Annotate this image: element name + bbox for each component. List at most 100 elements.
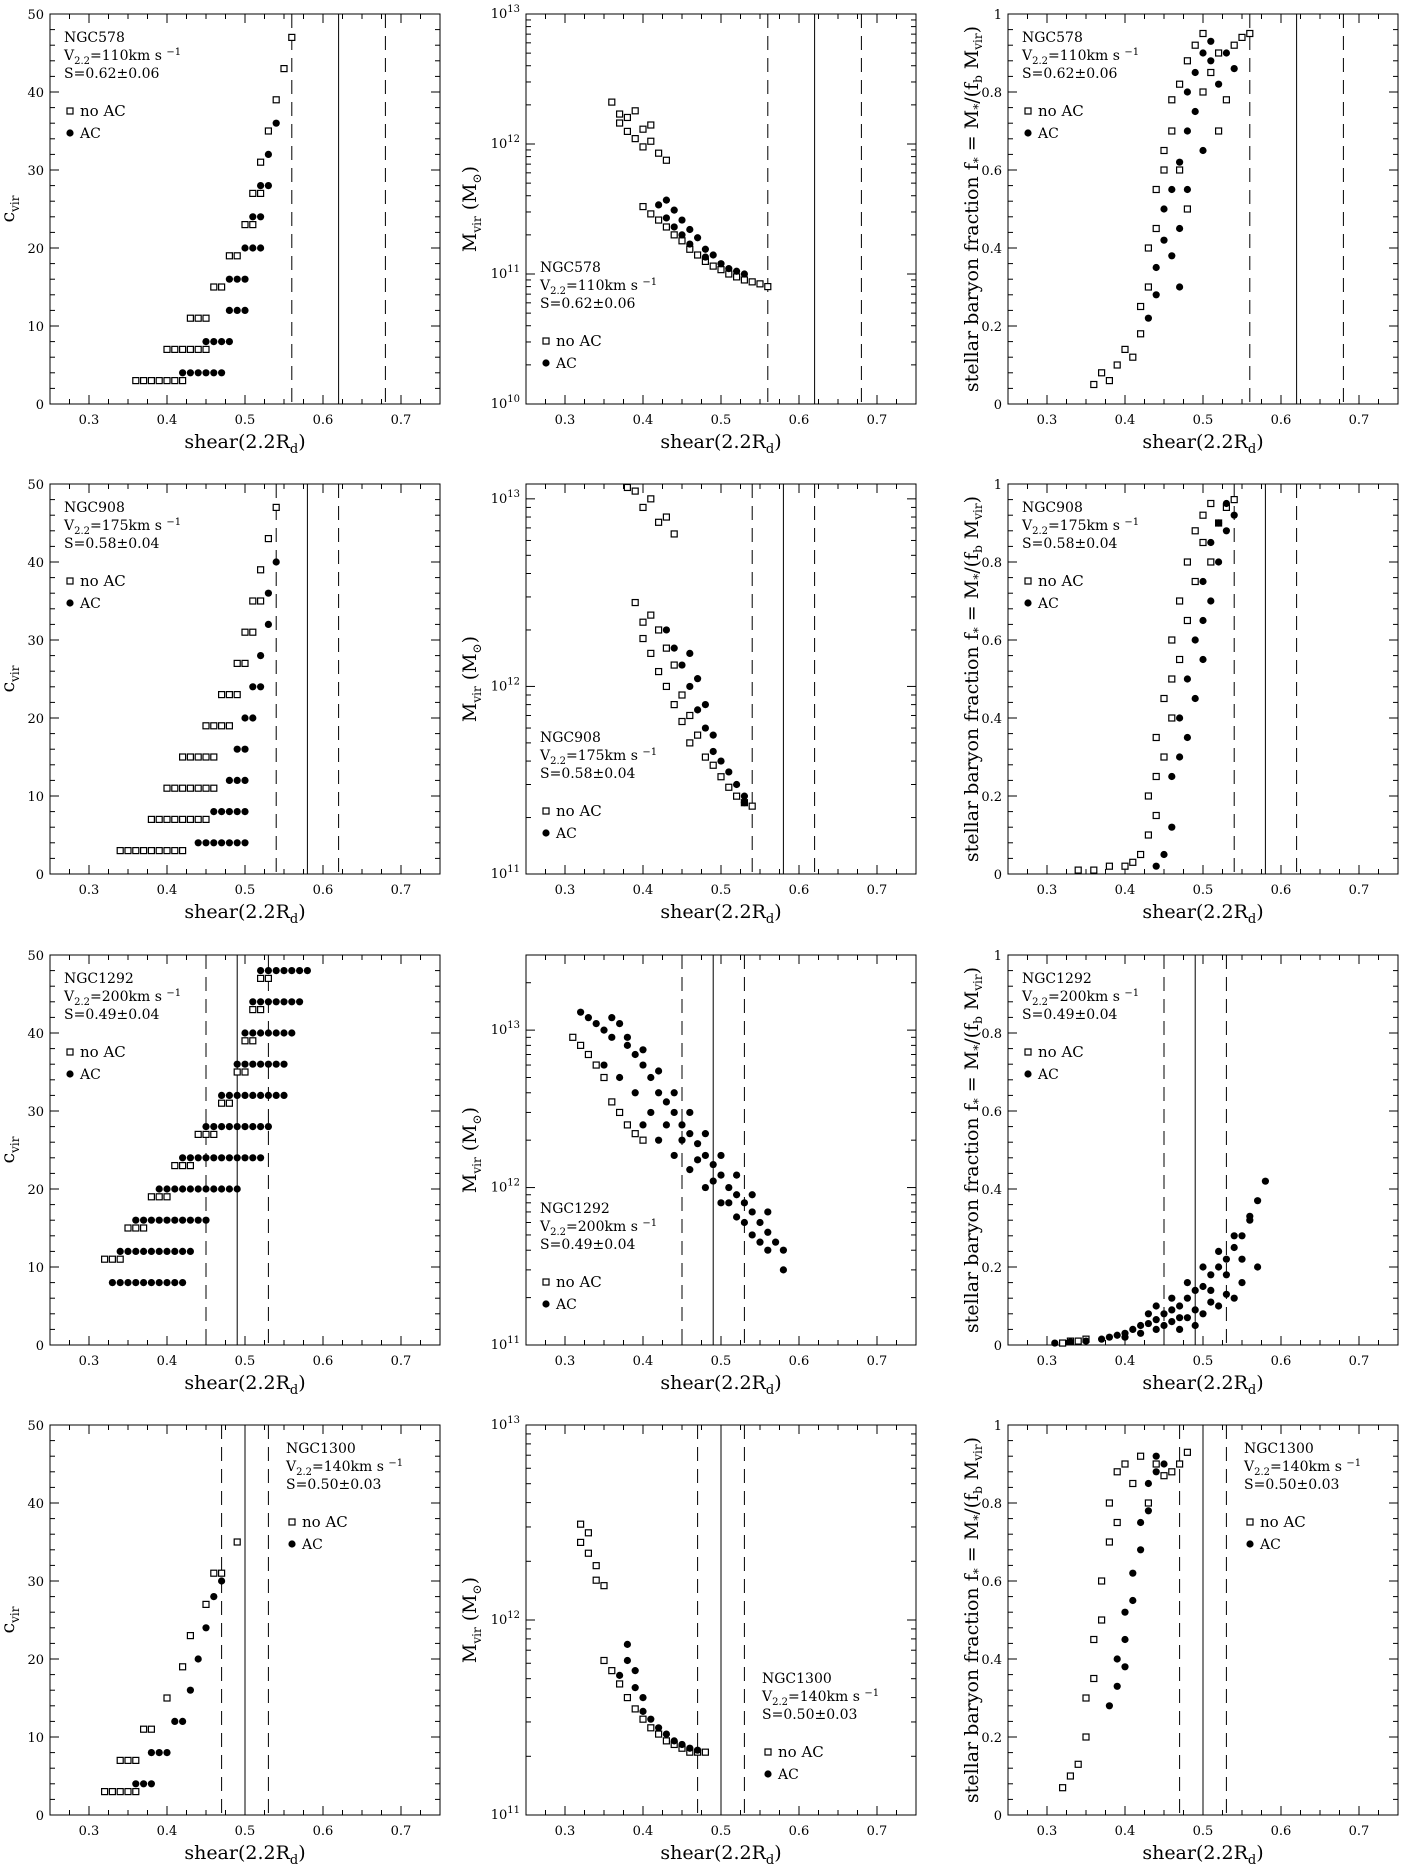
data-point-filled [147, 1749, 155, 1757]
data-point-open [249, 1037, 257, 1045]
data-point-open [1074, 866, 1082, 874]
series-ac [577, 1008, 788, 1274]
data-point-open [1090, 1635, 1098, 1644]
data-point-open [225, 690, 233, 699]
shear-value: S=0.62±0.06 [540, 296, 635, 312]
data-point-open [1144, 283, 1153, 291]
data-point-open [132, 1787, 140, 1796]
x-tick-label: 0.7 [1349, 1354, 1370, 1369]
data-point-filled [210, 1154, 218, 1162]
data-point-filled [678, 1740, 686, 1749]
data-point-open [186, 1161, 194, 1170]
y-axis-label: Mvir (M⊙) [459, 1577, 484, 1663]
data-point-filled [1215, 1302, 1223, 1310]
data-point-filled [1160, 236, 1168, 244]
data-point-open [288, 33, 296, 42]
data-point-open [639, 618, 647, 626]
data-point-filled [1168, 823, 1176, 831]
data-point-open [233, 252, 241, 260]
data-point-open [264, 534, 272, 543]
galaxy-name: NGC1300 [286, 1441, 356, 1457]
data-point-open [1105, 377, 1114, 385]
data-point-filled [233, 1185, 241, 1193]
data-point-open [1105, 1499, 1114, 1507]
data-point-filled [1222, 1271, 1230, 1279]
data-point-open [615, 1680, 624, 1688]
y-tick-label: 0.2 [981, 1731, 1002, 1746]
data-point-open [194, 1130, 202, 1139]
data-point-filled [1144, 1479, 1152, 1488]
data-point-filled [218, 1154, 226, 1162]
y-tick-label: 0 [36, 398, 44, 413]
data-point-open [1121, 345, 1129, 353]
y-tick-label: 0.6 [981, 634, 1002, 649]
data-point-filled [288, 967, 296, 975]
data-point-filled [179, 1185, 187, 1193]
data-point-filled [639, 1046, 647, 1054]
data-point-filled [272, 1060, 280, 1068]
data-point-open [576, 1520, 585, 1528]
data-point-open [1058, 1784, 1067, 1792]
panel-ngc908-cvir: 0.3 0.4 0.5 0.6 0.7 0 10 20 30 40 50 shear(2.2Rd) cv… [0, 478, 441, 927]
data-point-filled [623, 1041, 632, 1049]
data-point-filled [233, 808, 241, 816]
data-point-filled [1160, 850, 1168, 859]
data-point-open [1207, 68, 1215, 77]
data-point-filled [257, 244, 265, 252]
data-point-filled [686, 1166, 694, 1174]
legend-filled-marker [1024, 1070, 1032, 1078]
data-point-open [1191, 577, 1199, 586]
data-point-open [163, 1694, 171, 1702]
data-point-open [701, 753, 710, 761]
data-point-filled [272, 998, 280, 1006]
legend-no-ac-label: no AC [80, 572, 126, 590]
data-point-filled [662, 1730, 671, 1738]
data-point-filled [155, 1185, 163, 1193]
data-point-filled [1168, 772, 1176, 781]
data-point-filled [670, 223, 678, 231]
x-tick-label: 0.5 [235, 1824, 256, 1839]
data-point-open [1113, 1468, 1121, 1476]
data-point-filled [1121, 1333, 1129, 1341]
y-tick-label: 0.8 [981, 1027, 1002, 1042]
data-point-filled [639, 1707, 647, 1715]
data-point-filled [1222, 1290, 1230, 1298]
data-point-filled [717, 1171, 725, 1179]
data-point-filled [701, 1130, 710, 1138]
data-point-filled [1191, 107, 1199, 116]
panel-ngc1292-cvir: 0.3 0.4 0.5 0.6 0.7 0 10 20 30 40 50 shear(2.2Rd) cv… [0, 949, 441, 1398]
y-tick-label: 0.6 [981, 1575, 1002, 1590]
data-point-filled [1168, 1294, 1176, 1302]
data-point-filled [257, 1091, 265, 1099]
data-point-filled [163, 1216, 171, 1224]
series-no-ac [100, 1538, 241, 1796]
data-point-open [116, 1787, 124, 1796]
data-point-open [116, 1255, 124, 1263]
data-point-filled [1222, 499, 1230, 508]
data-point-filled [147, 1279, 155, 1287]
data-point-open [155, 815, 163, 824]
data-point-filled [631, 1667, 639, 1675]
data-point-open [1097, 369, 1106, 377]
data-point-open [186, 753, 194, 761]
data-point-open [623, 113, 632, 122]
data-point-open [662, 223, 671, 231]
data-point-filled [600, 1061, 608, 1069]
panel-ngc908-mvir: 0.3 0.4 0.5 0.6 0.7 1011 1012 1013 shear(2.2Rd) M… [459, 483, 917, 927]
v22-label: V2.2=200km s −1 [539, 1218, 657, 1238]
data-point-open [631, 487, 639, 495]
data-point-filled [655, 1136, 663, 1144]
data-point-filled [280, 1029, 288, 1037]
data-point-filled [241, 776, 249, 785]
data-point-filled [764, 1208, 772, 1216]
data-point-filled [662, 1098, 671, 1106]
data-point-filled [1207, 1271, 1215, 1279]
data-point-open [249, 628, 257, 636]
data-point-open [163, 846, 171, 855]
data-point-filled [108, 1279, 116, 1287]
data-point-open [1105, 862, 1114, 870]
x-tick-label: 0.3 [79, 1824, 100, 1839]
data-point-open [194, 784, 202, 792]
data-point-filled [1199, 1282, 1207, 1291]
x-tick-label: 0.7 [391, 1354, 412, 1369]
